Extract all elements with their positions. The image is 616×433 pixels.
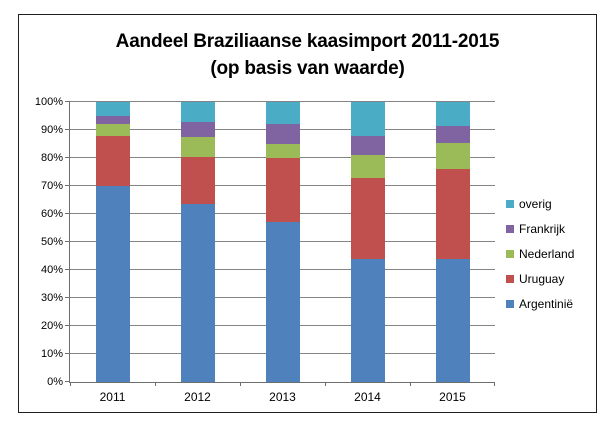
y-axis-label: 80% bbox=[40, 152, 63, 164]
legend-label: overig bbox=[519, 196, 552, 211]
bar-segment-nederland bbox=[95, 124, 130, 136]
legend-label: Frankrijk bbox=[519, 221, 566, 236]
chart-title-block: Aandeel Braziliaanse kaasimport 2011-201… bbox=[19, 28, 596, 82]
bar-segment-overig bbox=[350, 102, 385, 136]
y-axis-label: 10% bbox=[40, 348, 63, 360]
x-axis-label: 2013 bbox=[269, 390, 296, 404]
bar-segment-frankrijk bbox=[95, 116, 130, 125]
y-axis-tick bbox=[65, 297, 70, 298]
y-axis-tick bbox=[65, 213, 70, 214]
bar-segment-frankrijk bbox=[180, 121, 215, 137]
bar-segment-argentinië bbox=[95, 186, 130, 382]
y-axis-tick bbox=[65, 185, 70, 186]
bar-segment-overig bbox=[95, 102, 130, 116]
y-axis-label: 50% bbox=[40, 236, 63, 248]
y-axis-label: 100% bbox=[34, 96, 63, 108]
legend: overig Frankrijk Nederland Uruguay Argentini… bbox=[506, 197, 574, 322]
legend-entry-nederland: Nederland bbox=[506, 246, 575, 261]
bar-segment-uruguay bbox=[435, 169, 470, 259]
legend-label: Argentinië bbox=[519, 296, 574, 311]
bar-segment-overig bbox=[265, 102, 300, 125]
bar-segment-nederland bbox=[265, 144, 300, 158]
legend-entry-frankrijk: Frankrijk bbox=[506, 221, 574, 236]
bar-segment-frankrijk bbox=[350, 135, 385, 156]
y-axis-tick bbox=[65, 129, 70, 130]
legend-swatch-icon bbox=[506, 274, 514, 283]
chart-subtitle: (op basis van waarde) bbox=[210, 58, 405, 79]
bar-segment-nederland bbox=[180, 137, 215, 157]
legend-label: Nederland bbox=[519, 246, 575, 261]
bar-segment-uruguay bbox=[180, 156, 215, 205]
chart-title: Aandeel Braziliaanse kaasimport 2011-201… bbox=[115, 31, 500, 52]
y-axis-label: 0% bbox=[47, 376, 63, 388]
bar-segment-argentinië bbox=[265, 222, 300, 382]
plot-area: 0% 10% 20% 30% 40% 50% 60% 70% 80% 90% 100% 2011 201… bbox=[35, 96, 495, 404]
y-axis-label: 70% bbox=[40, 180, 63, 192]
y-axis-label: 20% bbox=[40, 320, 63, 332]
y-axis-label: 90% bbox=[40, 124, 63, 136]
y-axis-tick bbox=[65, 101, 70, 102]
x-axis-label: 2011 bbox=[99, 390, 126, 404]
legend-swatch-icon bbox=[506, 199, 514, 208]
x-axis-tick bbox=[155, 382, 156, 386]
x-axis-tick bbox=[410, 382, 411, 386]
y-axis-label: 40% bbox=[40, 264, 63, 276]
bar-segment-argentinië bbox=[435, 258, 470, 382]
chart-frame: Aandeel Braziliaanse kaasimport 2011-201… bbox=[18, 14, 597, 413]
bar-segment-frankrijk bbox=[265, 124, 300, 144]
legend-entry-uruguay: Uruguay bbox=[506, 271, 574, 286]
legend-swatch-icon bbox=[506, 249, 514, 258]
y-axis-tick bbox=[65, 353, 70, 354]
bar-segment-nederland bbox=[435, 142, 470, 170]
bar-segment-argentinië bbox=[180, 204, 215, 382]
x-axis-label: 2012 bbox=[184, 390, 211, 404]
bar-segment-argentinië bbox=[350, 258, 385, 382]
x-axis-tick bbox=[240, 382, 241, 386]
legend-swatch-icon bbox=[506, 299, 514, 308]
y-axis-tick bbox=[65, 269, 70, 270]
bar-segment-overig bbox=[435, 102, 470, 126]
x-axis-label: 2015 bbox=[439, 390, 466, 404]
y-axis-label: 60% bbox=[40, 208, 63, 220]
bar-segment-overig bbox=[180, 102, 215, 122]
y-axis-tick bbox=[65, 241, 70, 242]
gridline bbox=[70, 101, 495, 102]
y-axis-tick bbox=[65, 157, 70, 158]
y-axis-tick bbox=[65, 381, 70, 382]
legend-entry-overig: overig bbox=[506, 196, 574, 211]
x-axis-tick bbox=[494, 382, 495, 386]
y-axis-label: 30% bbox=[40, 292, 63, 304]
y-axis-tick bbox=[65, 325, 70, 326]
legend-label: Uruguay bbox=[519, 271, 565, 286]
x-axis-tick bbox=[70, 382, 71, 386]
legend-entry-argentinië: Argentinië bbox=[506, 296, 574, 311]
bar-segment-frankrijk bbox=[435, 125, 470, 143]
bar-segment-uruguay bbox=[265, 158, 300, 223]
legend-swatch-icon bbox=[506, 224, 514, 233]
x-axis-label: 2014 bbox=[354, 390, 381, 404]
bar-segment-uruguay bbox=[95, 135, 130, 186]
bar-segment-nederland bbox=[350, 155, 385, 178]
bar-segment-uruguay bbox=[350, 177, 385, 259]
x-axis-tick bbox=[325, 382, 326, 386]
